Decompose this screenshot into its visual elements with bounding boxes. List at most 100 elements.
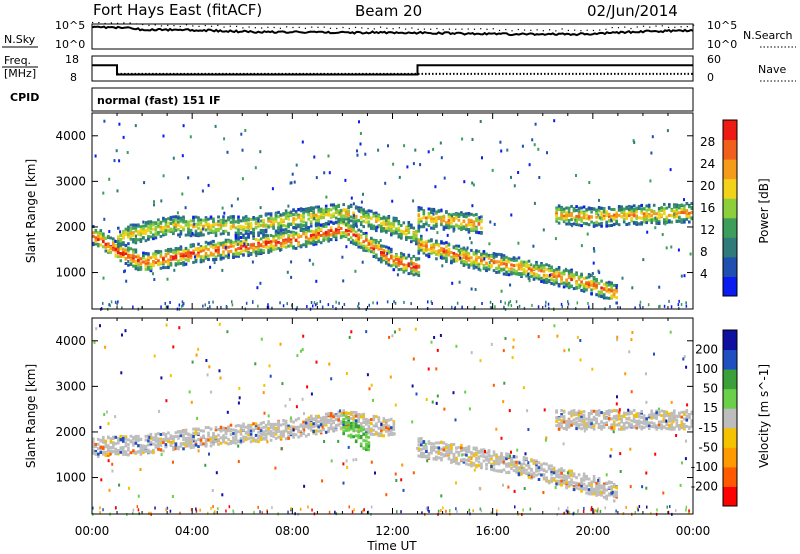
heatmap-cell — [139, 257, 143, 261]
heatmap-cell — [262, 430, 265, 434]
heatmap-cell — [289, 431, 293, 435]
heatmap-cell — [470, 223, 473, 227]
heatmap-cell — [597, 293, 601, 297]
heatmap-cell — [592, 221, 596, 225]
heatmap-cell — [334, 233, 338, 237]
heatmap-cell — [299, 432, 303, 436]
heatmap-cell — [630, 219, 633, 223]
heatmap-cell — [264, 436, 268, 440]
heatmap-cell — [159, 266, 163, 270]
heatmap-cell — [425, 455, 428, 459]
heatmap-cell — [164, 260, 168, 264]
heatmap-cell — [425, 240, 428, 244]
heatmap-cell — [485, 255, 488, 259]
heatmap-cell — [467, 263, 471, 267]
colorbar-swatch — [723, 159, 737, 180]
heatmap-cell — [492, 453, 496, 457]
heatmap-cell — [359, 132, 362, 135]
heatmap-cell — [595, 277, 598, 281]
heatmap-cell — [99, 445, 103, 449]
heatmap-cell — [382, 258, 386, 262]
heatmap-cell — [172, 156, 175, 160]
heatmap-cell — [585, 213, 588, 217]
heatmap-cell — [327, 234, 330, 238]
heatmap-cell — [287, 239, 290, 243]
heatmap-cell — [179, 429, 183, 433]
heatmap-cell — [152, 252, 155, 256]
heatmap-cell — [555, 206, 558, 210]
heatmap-cell — [154, 225, 158, 229]
heatmap-cell — [377, 426, 381, 430]
heatmap-cell — [372, 428, 376, 432]
heatmap-cell — [284, 230, 288, 234]
heatmap-cell — [507, 269, 511, 273]
heatmap-cell — [652, 210, 656, 213]
heatmap-cell — [472, 447, 476, 451]
heatmap-cell — [370, 242, 373, 246]
heatmap-cell — [127, 228, 130, 232]
heatmap-cell — [427, 207, 431, 211]
heatmap-cell — [169, 301, 171, 304]
heatmap-cell — [560, 214, 563, 218]
heatmap-cell — [315, 279, 318, 283]
heatmap-cell — [349, 204, 353, 208]
heatmap-cell — [254, 226, 258, 230]
heatmap-cell — [314, 240, 318, 244]
heatmap-cell — [362, 425, 365, 429]
heatmap-cell — [193, 222, 196, 226]
heatmap-cell — [222, 241, 225, 245]
heatmap-cell — [349, 427, 353, 431]
heatmap-cell — [560, 277, 563, 281]
heatmap-cell — [214, 436, 218, 440]
heatmap-cell — [102, 276, 105, 280]
heatmap-cell — [207, 254, 210, 258]
heatmap-cell — [550, 278, 553, 282]
heatmap-cell — [307, 416, 310, 420]
heatmap-cell — [460, 249, 463, 253]
heatmap-cell — [242, 236, 245, 240]
heatmap-cell — [232, 220, 235, 224]
heatmap-cell — [152, 436, 155, 440]
heatmap-cell — [184, 258, 188, 262]
heatmap-cell — [227, 240, 230, 244]
heatmap-cell — [289, 214, 293, 217]
heatmap-cell — [342, 420, 345, 424]
heatmap-cell — [144, 229, 148, 233]
heatmap-cell — [502, 272, 506, 276]
heatmap-cell — [427, 452, 431, 455]
heatmap-cell — [362, 428, 365, 432]
heatmap-cell — [452, 229, 455, 233]
heatmap-cell — [427, 213, 431, 217]
heatmap-cell — [332, 221, 335, 225]
heatmap-cell — [375, 211, 378, 215]
heatmap-cell — [313, 301, 316, 305]
heatmap-cell — [127, 446, 130, 450]
heatmap-cell — [267, 420, 270, 424]
freq-tick-low: 8 — [70, 71, 77, 84]
heatmap-cell — [264, 230, 268, 234]
heatmap-cell — [284, 429, 288, 433]
heatmap-cell — [597, 223, 601, 227]
heatmap-cell — [678, 206, 681, 210]
power-colorbar-tick: 16 — [700, 201, 715, 215]
noise-dot — [298, 26, 300, 28]
heatmap-cell — [562, 217, 566, 220]
heatmap-cell — [470, 464, 473, 467]
heatmap-cell — [470, 256, 473, 260]
heatmap-cell — [495, 266, 498, 270]
heatmap-cell — [500, 262, 503, 265]
heatmap-cell — [397, 221, 401, 225]
heatmap-cell — [279, 220, 283, 224]
heatmap-cell — [442, 253, 446, 257]
heatmap-cell — [212, 217, 215, 221]
heatmap-cell — [92, 445, 95, 449]
heatmap-cell — [555, 274, 558, 278]
heatmap-cell — [264, 423, 268, 427]
heatmap-cell — [107, 436, 110, 440]
heatmap-cell — [347, 421, 350, 425]
heatmap-cell — [472, 183, 475, 187]
heatmap-cell — [153, 203, 155, 207]
heatmap-cell — [532, 277, 536, 281]
heatmap-cell — [322, 415, 325, 419]
heatmap-cell — [678, 211, 681, 215]
